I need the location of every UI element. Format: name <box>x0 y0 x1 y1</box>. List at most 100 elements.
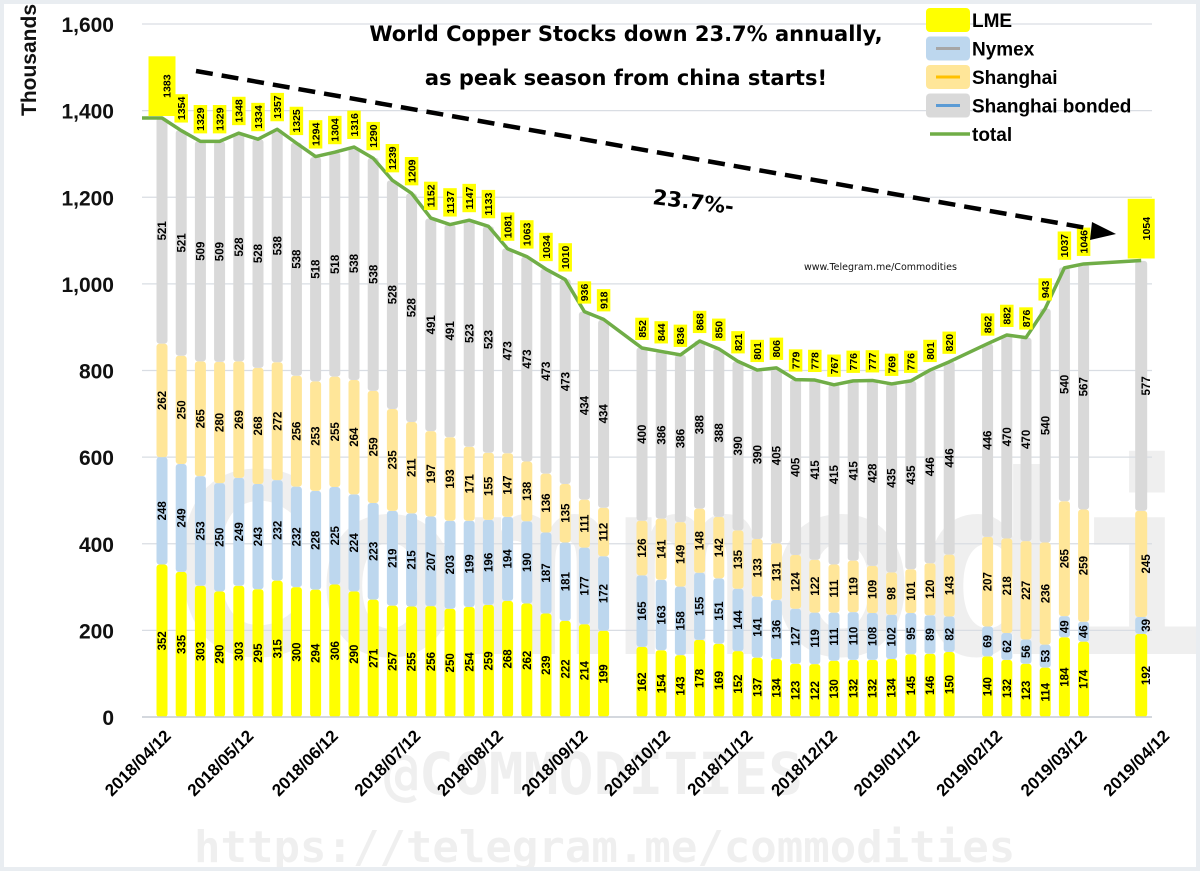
segment-value-label: 155 <box>484 476 496 496</box>
total-value-label: 1329 <box>212 105 226 134</box>
bar-segment-lme <box>598 630 610 717</box>
total-value-label: 862 <box>980 313 994 336</box>
y-tick-label: 800 <box>79 361 114 384</box>
bar-segment-shanghai <box>866 565 878 614</box>
bar-segment-nymex <box>828 612 840 661</box>
total-label-background <box>692 310 707 334</box>
segment-value-label: 518 <box>311 259 323 279</box>
segment-value-label: 211 <box>407 458 419 477</box>
bar-segment-shanghai <box>175 355 187 465</box>
segment-value-label: 162 <box>637 672 649 691</box>
total-label-background <box>424 181 438 211</box>
bar-segment-shanghai <box>886 572 898 615</box>
total-value-label: 1133 <box>481 189 495 219</box>
segment-value-label: 248 <box>157 501 169 521</box>
total-label-text: 852 <box>637 320 649 338</box>
bar-segment-shanghai <box>271 362 283 481</box>
total-label-background <box>788 349 803 372</box>
segment-value-label: 130 <box>829 679 841 698</box>
bar-segment-shanghai <box>348 380 360 495</box>
bar-segment-shanghai-bonded <box>982 343 994 537</box>
bar-segment-nymex <box>521 521 533 604</box>
bar-segment-lme <box>175 571 187 717</box>
total-value-label: 1316 <box>347 110 361 140</box>
total-line <box>142 116 1142 387</box>
bar-segment-lme <box>444 608 456 717</box>
segment-value-label: 132 <box>1002 679 1014 698</box>
y-tick-label: 1,000 <box>61 274 114 297</box>
bar-segment-shanghai-bonded <box>559 279 571 484</box>
segment-value-label: 232 <box>272 521 284 540</box>
segment-value-label: 473 <box>541 362 553 381</box>
segment-value-label: 150 <box>944 675 956 694</box>
trend-arrow <box>195 68 1099 233</box>
segment-value-label: 133 <box>752 558 764 577</box>
bar-segment-shanghai-bonded <box>847 380 859 561</box>
bar-segment-lme <box>329 584 341 717</box>
segment-value-label: 264 <box>349 427 361 447</box>
segment-value-label: 46 <box>1079 625 1091 638</box>
bar-segment-nymex <box>175 464 187 572</box>
total-label-text: 1209 <box>406 159 418 183</box>
total-value-label: 1063 <box>520 220 534 249</box>
bar-segment-shanghai <box>1135 510 1148 617</box>
bar-segment-lme <box>194 585 206 717</box>
segment-value-label: 181 <box>560 571 572 591</box>
segment-value-label: 446 <box>925 457 937 476</box>
total-label-background <box>827 354 841 377</box>
segment-value-label: 146 <box>925 676 937 695</box>
bar-segment-nymex <box>1135 616 1148 634</box>
segment-value-label: 540 <box>1060 375 1072 394</box>
total-label-text: 801 <box>925 342 937 360</box>
segment-value-label: 108 <box>868 626 880 646</box>
segment-value-label: 135 <box>733 549 745 569</box>
bar-segment-shanghai <box>674 522 686 587</box>
change-annotation: 23.7%- <box>651 185 735 219</box>
total-label-text: 1034 <box>541 235 553 259</box>
segment-value-label: 49 <box>1060 620 1072 633</box>
bar-segment-shanghai <box>540 473 552 533</box>
bar-segment-nymex <box>156 457 168 565</box>
total-label-text: 1133 <box>483 193 495 216</box>
segment-value-label: 262 <box>522 651 534 670</box>
segment-value-label: 147 <box>503 475 515 494</box>
total-label-background <box>462 183 476 213</box>
bar-segment-shanghai <box>194 361 206 477</box>
bar-segment-shanghai-bonded <box>809 380 821 560</box>
total-value-label: 776 <box>904 350 918 373</box>
bars <box>156 117 1148 717</box>
segment-value-label: 271 <box>368 648 380 668</box>
bar-segment-shanghai-bonded <box>406 193 418 423</box>
legend-label: total <box>972 125 1012 146</box>
total-label-background <box>596 289 611 312</box>
total-label-background <box>1057 231 1072 260</box>
bar-segment-shanghai <box>252 367 264 484</box>
bar-segment-lme <box>674 655 686 717</box>
bar-segment-nymex <box>463 520 475 607</box>
segment-value-label: 163 <box>656 605 668 624</box>
bar-segment-lme <box>271 580 283 717</box>
bar-segment-shanghai <box>732 530 744 589</box>
segment-value-label: 262 <box>157 391 169 410</box>
x-tick-label: 2018/05/12 <box>184 726 258 800</box>
x-tick-label: 2018/06/12 <box>268 726 342 800</box>
bar-segment-shanghai-bonded <box>598 319 610 508</box>
bar-segment-shanghai <box>214 361 226 484</box>
bar-segment-shanghai-bonded <box>540 268 552 474</box>
segment-value-label: 177 <box>580 576 592 595</box>
bar-segment-shanghai <box>847 560 859 613</box>
bar-segment-nymex <box>713 578 725 644</box>
bar-segment-nymex <box>214 483 226 592</box>
total-label-text: 769 <box>886 356 898 374</box>
segment-value-label: 390 <box>752 445 764 464</box>
total-label-background <box>884 353 899 376</box>
segment-value-label: 491 <box>445 321 457 341</box>
total-value-label: 1348 <box>232 96 246 126</box>
segment-value-label: 388 <box>714 423 726 443</box>
bar-segment-lme <box>886 658 898 717</box>
bar-segment-lme <box>502 600 514 717</box>
bar-segment-shanghai <box>386 409 398 511</box>
watermark-handle: @COMMODITIES <box>384 740 803 808</box>
segment-value-label: 528 <box>388 285 400 305</box>
total-label-background <box>347 110 361 140</box>
